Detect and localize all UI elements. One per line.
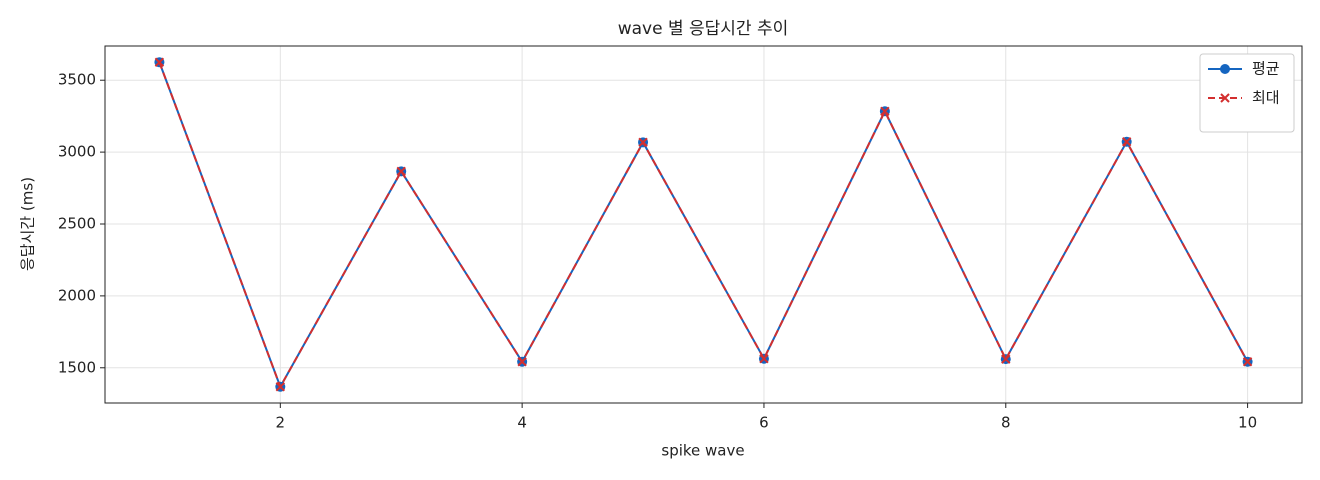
marker-stroke xyxy=(275,382,286,392)
marker-stroke xyxy=(396,166,406,177)
marker-stroke xyxy=(1220,93,1230,103)
marker xyxy=(880,106,890,116)
marker-stroke xyxy=(880,106,890,116)
series-line xyxy=(158,61,1249,390)
marker xyxy=(1220,64,1230,74)
x-tick-label: 6 xyxy=(759,414,769,432)
marker xyxy=(275,382,286,392)
marker xyxy=(1242,357,1253,367)
marker-stroke xyxy=(1242,357,1253,367)
marker-stroke xyxy=(1121,137,1132,147)
marker xyxy=(1001,354,1011,364)
marker xyxy=(154,57,165,67)
marker xyxy=(1220,93,1230,103)
marker-stroke xyxy=(759,354,769,364)
x-axis-label: spike wave xyxy=(661,442,744,460)
marker xyxy=(638,137,648,148)
chart-title: wave 별 응답시간 추이 xyxy=(618,19,789,39)
marker xyxy=(1121,137,1132,147)
y-tick-label: 1500 xyxy=(58,358,96,376)
y-tick-label: 2500 xyxy=(58,214,96,232)
plot-frame xyxy=(104,45,1303,404)
marker-stroke xyxy=(517,357,527,367)
marker xyxy=(517,357,527,367)
marker-stroke xyxy=(154,57,165,67)
y-axis-label: 응답시간 (ms) xyxy=(19,177,37,271)
marker-stroke xyxy=(638,137,648,148)
marker xyxy=(396,166,406,177)
marker-stroke xyxy=(1001,354,1011,364)
marker xyxy=(759,354,769,364)
y-tick-label: 3000 xyxy=(58,143,96,161)
y-tick-label: 2000 xyxy=(58,286,96,304)
x-tick-label: 8 xyxy=(1001,414,1011,432)
legend-label: 평균 xyxy=(1252,60,1280,78)
legend-label: 최대 xyxy=(1252,89,1280,107)
x-tick-label: 10 xyxy=(1238,414,1257,432)
x-tick-label: 4 xyxy=(517,414,527,432)
y-tick-label: 3500 xyxy=(58,71,96,89)
legend-frame xyxy=(1199,53,1295,133)
x-tick-label: 2 xyxy=(276,414,286,432)
